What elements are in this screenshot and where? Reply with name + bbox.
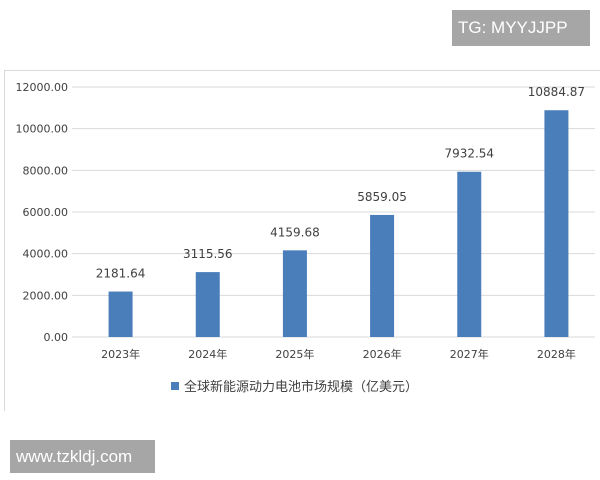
y-tick-label: 6000.00 [23, 206, 69, 219]
bar [108, 291, 133, 337]
y-tick-label: 2000.00 [23, 289, 69, 302]
bar [457, 171, 482, 337]
bar [544, 110, 569, 337]
data-label: 2181.64 [96, 267, 146, 281]
x-tick-label: 2026年 [363, 347, 402, 361]
chart-frame [4, 70, 600, 411]
bar [195, 272, 220, 337]
data-label: 5859.05 [357, 190, 407, 204]
data-label: 4159.68 [270, 225, 320, 239]
watermark-bottom-left: www.tzkldj.com [10, 440, 155, 473]
bar [370, 214, 395, 337]
x-tick-label: 2023年 [101, 347, 140, 361]
x-tick-label: 2027年 [450, 347, 489, 361]
y-tick-label: 8000.00 [23, 164, 69, 177]
y-tick-label: 12000.00 [16, 81, 69, 94]
watermark-top-right: TG: MYYJJPP [452, 10, 590, 46]
legend-label: 全球新能源动力电池市场规模（亿美元） [184, 379, 418, 395]
x-tick-label: 2025年 [275, 347, 314, 361]
data-label: 10884.87 [528, 85, 585, 99]
data-label: 7932.54 [444, 147, 494, 161]
y-tick-label: 4000.00 [23, 248, 69, 261]
legend-swatch [171, 382, 179, 390]
y-tick-label: 0.00 [44, 331, 69, 344]
y-tick-label: 10000.00 [16, 123, 69, 136]
data-label: 3115.56 [183, 247, 233, 261]
x-tick-label: 2028年 [537, 347, 576, 361]
bar [282, 250, 307, 337]
x-tick-label: 2024年 [188, 347, 227, 361]
